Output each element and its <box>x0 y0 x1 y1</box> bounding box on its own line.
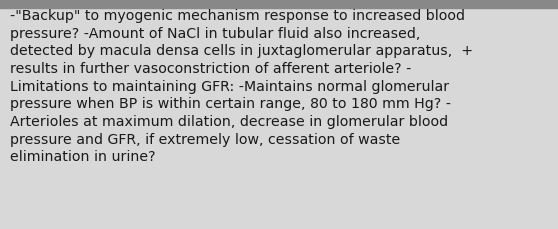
Text: -"Backup" to myogenic mechanism response to increased blood
pressure? -Amount of: -"Backup" to myogenic mechanism response… <box>10 9 473 164</box>
Bar <box>0 0 558 9</box>
